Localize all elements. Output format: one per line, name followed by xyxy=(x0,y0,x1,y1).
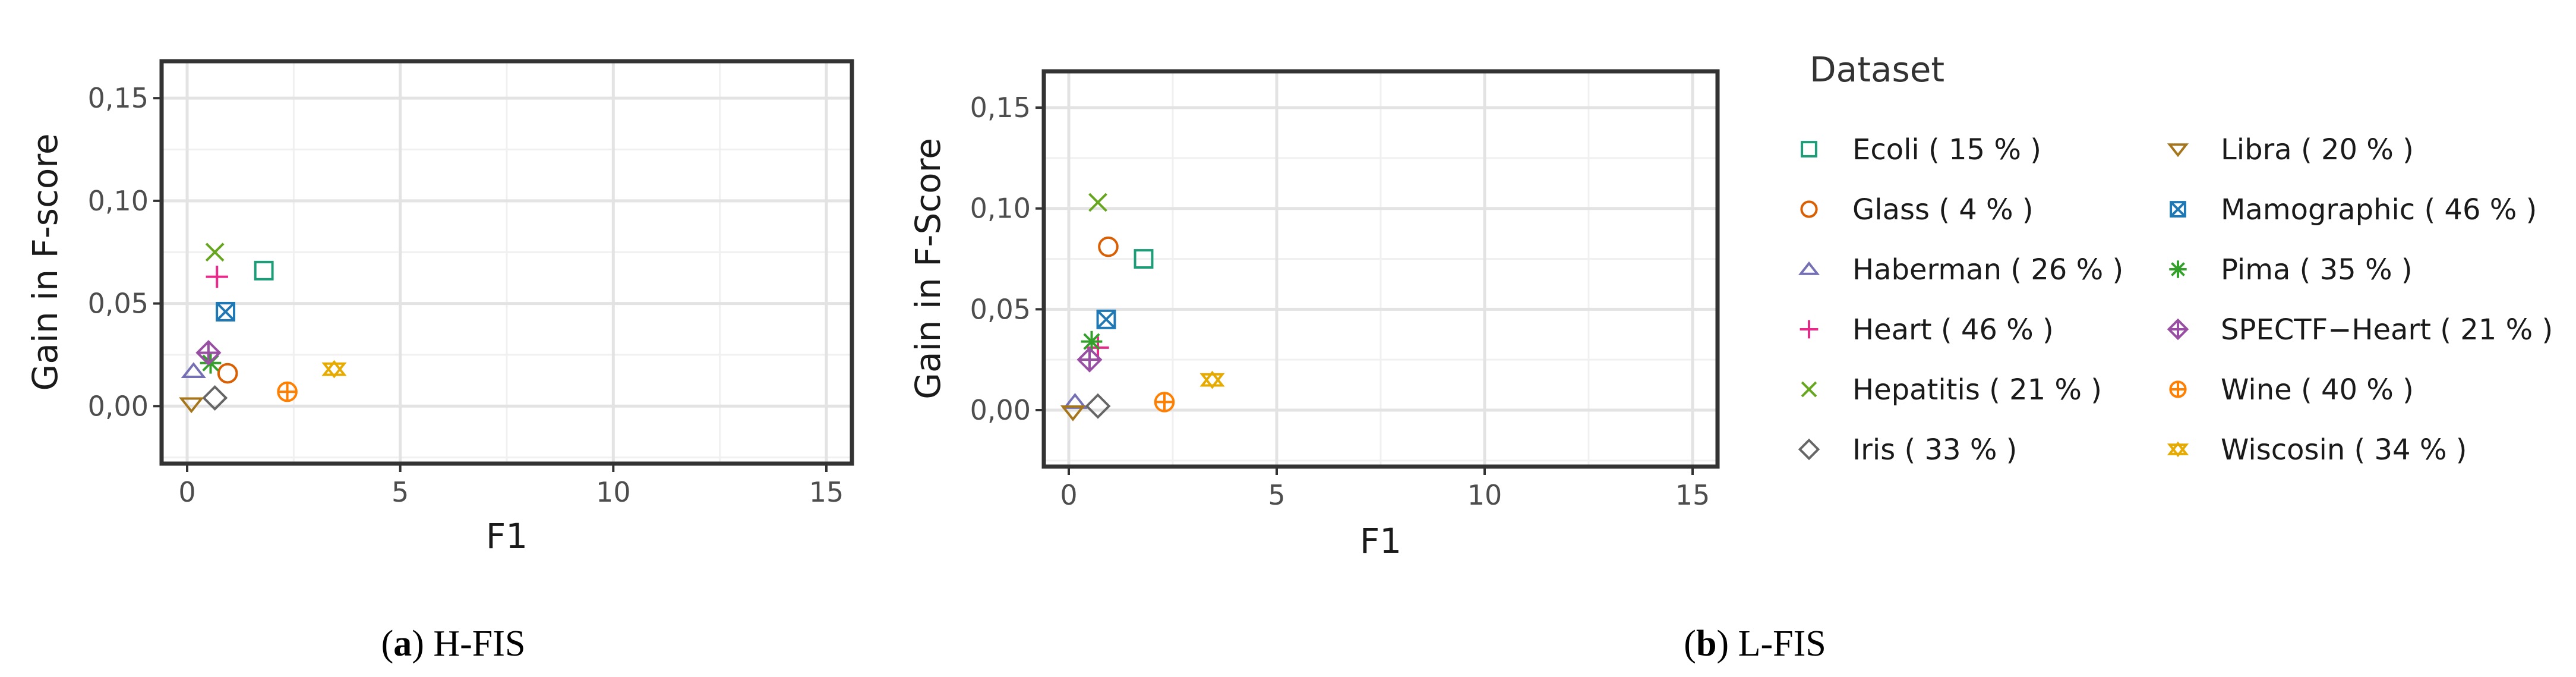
panel-a-point-spectf-heart xyxy=(195,339,222,366)
legend-label: Haberman ( 26 % ) xyxy=(1852,253,2123,286)
panel-a-point-glass xyxy=(217,363,238,384)
panel-b-point-iris xyxy=(1085,393,1111,419)
legend-key-hepatitis xyxy=(1801,381,1817,398)
legend-key-haberman xyxy=(1798,261,1820,275)
legend-item-mamographic: Mamographic ( 46 % ) xyxy=(2170,193,2537,226)
panel-a-point-hepatitis xyxy=(205,243,225,262)
legend-label: Heart ( 46 % ) xyxy=(1852,313,2054,347)
legend-item-ecoli: Ecoli ( 15 % ) xyxy=(1801,133,2041,166)
panel-a-y-tick-label: 0,15 xyxy=(88,82,149,114)
legend-item-haberman: Haberman ( 26 % ) xyxy=(1798,253,2123,286)
panel-b-x-tick-label: 5 xyxy=(1268,479,1285,511)
panel-a-y-tick-label: 0,00 xyxy=(88,390,149,422)
panel-b-x-tick-label: 10 xyxy=(1467,479,1502,511)
legend-key-spectf-heart xyxy=(2167,318,2189,341)
panel-b-point-mamographic xyxy=(1096,309,1116,329)
panel-a-y-tick-label: 0,05 xyxy=(88,288,149,320)
panel-a-point-haberman xyxy=(181,362,206,378)
panel-b-x-tick-label: 15 xyxy=(1675,479,1710,511)
panel-b-point-spectf-heart xyxy=(1077,347,1103,373)
legend-label: Pima ( 35 % ) xyxy=(2221,253,2413,286)
panel-b-y-tick-label: 0,10 xyxy=(970,193,1031,225)
panel-b-y-tick-label: 0,00 xyxy=(970,394,1031,426)
panel-b-point-pima xyxy=(1081,330,1103,352)
legend-label: Glass ( 4 % ) xyxy=(1852,193,2034,226)
legend-key-libra xyxy=(2167,143,2189,158)
legend-key-pima xyxy=(2169,260,2187,278)
panel-a-x-tick-label: 15 xyxy=(809,476,844,508)
legend-key-glass xyxy=(1800,200,1818,218)
panel-b-x-axis-title: F1 xyxy=(1360,521,1401,561)
panel-a-point-ecoli xyxy=(254,260,274,281)
panel-b-y-axis-title: Gain in F-Score xyxy=(908,138,948,399)
panel-b-y-tick-label: 0,15 xyxy=(970,92,1031,124)
panel-a-y-axis-title: Gain in F-score xyxy=(25,133,65,391)
panel-a-point-libra xyxy=(179,397,204,414)
panel-b-chart: 0 5 10 15 0,00 0,05 0,10 0,15 F1 Gain in F-Scor… xyxy=(908,69,1826,664)
legend-key-ecoli xyxy=(1801,141,1817,158)
legend-key-wine xyxy=(2169,380,2187,398)
panel-a-caption: (a) H-FIS xyxy=(381,624,526,664)
panel-a-point-mamographic xyxy=(216,301,236,322)
legend-label: Mamographic ( 46 % ) xyxy=(2221,193,2537,226)
legend-item-hepatitis: Hepatitis ( 21 % ) xyxy=(1801,373,2102,407)
panel-b-point-hepatitis xyxy=(1088,193,1107,212)
panel-b-point-wine xyxy=(1154,392,1175,413)
legend-key-iris xyxy=(1798,438,1820,461)
panel-a-point-wiscosin xyxy=(321,360,347,379)
legend-label: Wine ( 40 % ) xyxy=(2221,373,2414,407)
panel-a-y-tick-label: 0,10 xyxy=(88,185,149,217)
panel-b-point-wiscosin xyxy=(1199,370,1225,389)
panel-a-x-tick-label: 0 xyxy=(178,476,195,508)
legend-item-wine: Wine ( 40 % ) xyxy=(2169,373,2414,407)
panel-b-point-libra xyxy=(1060,405,1086,421)
legend-item-heart: Heart ( 46 % ) xyxy=(1800,313,2054,347)
panel-a-point-heart xyxy=(206,265,228,288)
panel-a-x-axis-title: F1 xyxy=(486,516,528,556)
panel-a-x-tick-label: 10 xyxy=(596,476,631,508)
legend-key-wiscosin xyxy=(2167,441,2189,458)
panel-b-point-ecoli xyxy=(1134,249,1154,269)
legend-item-iris: Iris ( 33 % ) xyxy=(1798,433,2017,467)
legend-label: Wiscosin ( 34 % ) xyxy=(2221,433,2467,467)
legend-label: Iris ( 33 % ) xyxy=(1852,433,2017,467)
legend-label: Libra ( 20 % ) xyxy=(2221,133,2414,166)
legend-title: Dataset xyxy=(1810,49,1944,90)
panel-b-x-tick-label: 0 xyxy=(1060,479,1077,511)
legend-label: Hepatitis ( 21 % ) xyxy=(1852,373,2102,407)
legend-item-pima: Pima ( 35 % ) xyxy=(2169,253,2413,286)
legend-label: Ecoli ( 15 % ) xyxy=(1852,133,2041,166)
panel-b-caption: (b) L-FIS xyxy=(1684,624,1826,664)
panel-b-point-glass xyxy=(1098,236,1119,257)
panel-a-x-tick-label: 5 xyxy=(392,476,409,508)
legend-item-libra: Libra ( 20 % ) xyxy=(2167,133,2414,166)
legend: Dataset Ecoli ( 15 % ) Glass ( 4 % ) Haber… xyxy=(1798,49,2553,467)
panel-a-chart: 0 5 10 15 0,00 0,05 0,10 0,15 F1 Gain in F-scor… xyxy=(25,59,854,664)
panel-a-point-iris xyxy=(202,385,228,411)
legend-item-wiscosin: Wiscosin ( 34 % ) xyxy=(2167,433,2467,467)
panel-b-y-tick-label: 0,05 xyxy=(970,293,1031,325)
legend-label: SPECTF−Heart ( 21 % ) xyxy=(2221,313,2553,347)
legend-key-heart xyxy=(1800,320,1819,339)
legend-item-spectf-heart: SPECTF−Heart ( 21 % ) xyxy=(2167,313,2553,347)
legend-item-glass: Glass ( 4 % ) xyxy=(1800,193,2034,226)
panel-a-point-wine xyxy=(277,381,298,402)
legend-key-mamographic xyxy=(2170,201,2186,218)
